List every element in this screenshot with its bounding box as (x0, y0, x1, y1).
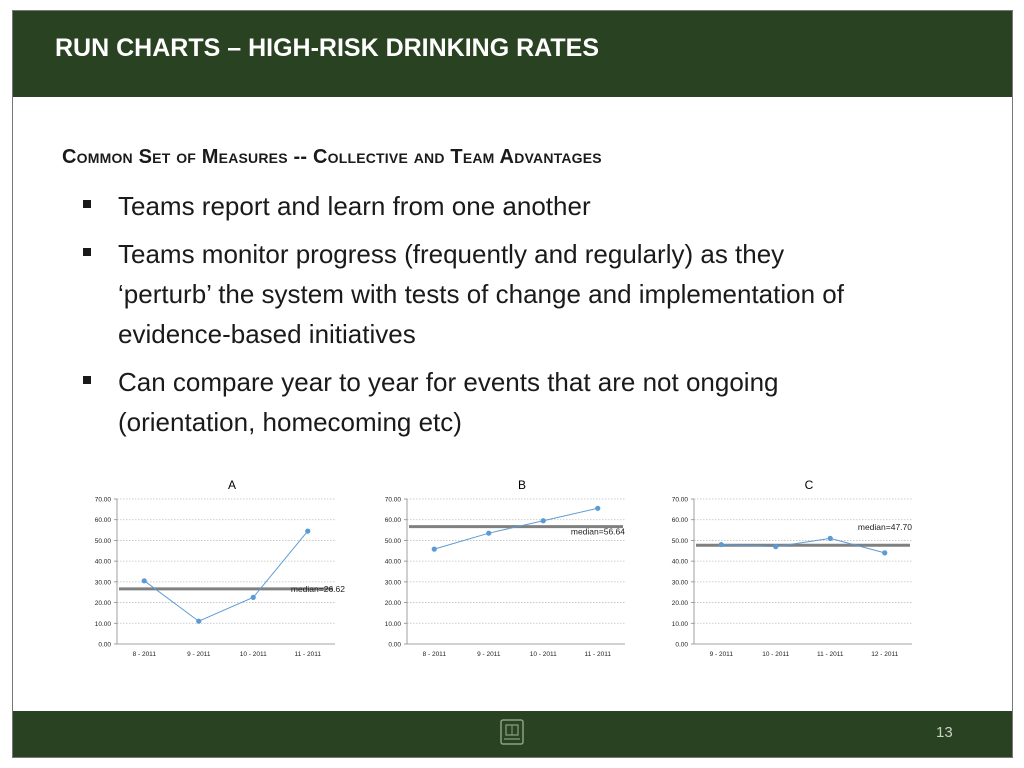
data-point (250, 594, 256, 600)
x-tick-label: 10 - 2011 (240, 651, 267, 658)
data-point (540, 518, 546, 524)
slide-subtitle: Common Set of Measures -- Collective and… (62, 146, 602, 168)
y-tick-label: 70.00 (385, 497, 402, 504)
x-tick-label: 10 - 2011 (530, 651, 557, 658)
data-point (305, 528, 311, 534)
y-tick-label: 40.00 (95, 559, 112, 566)
data-point (431, 546, 437, 552)
y-tick-label: 30.00 (95, 579, 112, 586)
y-tick-label: 20.00 (672, 600, 689, 607)
series-line (434, 507, 598, 550)
median-label: median=47.70 (858, 522, 912, 532)
y-tick-label: 0.00 (98, 642, 111, 649)
data-point (882, 550, 888, 556)
data-point (718, 541, 724, 548)
bullet-list: Teams report and learn from one another … (80, 186, 880, 450)
page-number: 13 (936, 724, 953, 741)
data-point (773, 544, 779, 550)
series-line (721, 537, 885, 554)
x-tick-label: 9 - 2011 (187, 651, 211, 658)
title-bar (13, 11, 1012, 97)
median-label: median=56.64 (571, 527, 625, 537)
run-chart-c: C 0.00 10.00 20.00 30.00 40.00 50.00 60.00 70.00… (652, 474, 952, 664)
chart-svg: A 0.00 10.00 20.00 30.00 40.00 50.00 60.00 70.00… (95, 478, 346, 658)
y-tick-label: 40.00 (672, 559, 689, 566)
x-tick-label: 12 - 2011 (871, 651, 898, 658)
x-tick-label: 9 - 2011 (710, 651, 734, 658)
y-tick-label: 60.00 (672, 517, 689, 524)
run-chart-b: B 0.00 10.00 20.00 30.00 40.00 50.00 60.00 70.00… (365, 474, 665, 664)
y-tick-label: 70.00 (95, 497, 112, 504)
chart-svg: C 0.00 10.00 20.00 30.00 40.00 50.00 60.00 70.00… (672, 478, 913, 658)
y-tick-label: 50.00 (95, 538, 112, 545)
slide-frame (12, 10, 1013, 758)
y-tick-label: 20.00 (385, 600, 402, 607)
y-tick-label: 30.00 (672, 579, 689, 586)
data-point (827, 535, 833, 541)
bullet-item: Teams monitor progress (frequently and r… (80, 234, 880, 354)
y-tick-label: 0.00 (388, 642, 401, 649)
x-tick-label: 11 - 2011 (817, 651, 844, 658)
median-label: median=26.62 (291, 584, 345, 594)
y-tick-label: 10.00 (385, 621, 402, 628)
y-tick-label: 60.00 (385, 517, 402, 524)
data-point (486, 530, 492, 536)
slide-title: RUN CHARTS – HIGH-RISK DRINKING RATES (55, 34, 599, 62)
chart-title: C (805, 478, 814, 492)
x-tick-label: 11 - 2011 (584, 651, 611, 658)
chart-title: B (518, 478, 526, 492)
y-tick-label: 0.00 (675, 642, 688, 649)
x-tick-label: 10 - 2011 (762, 651, 789, 658)
x-tick-label: 8 - 2011 (133, 651, 157, 658)
y-tick-label: 20.00 (95, 600, 112, 607)
data-point (141, 578, 147, 584)
y-tick-label: 40.00 (385, 559, 402, 566)
y-tick-label: 70.00 (672, 497, 689, 504)
y-tick-label: 60.00 (95, 517, 112, 524)
data-point (196, 618, 202, 624)
y-tick-label: 10.00 (95, 621, 112, 628)
series-line (143, 530, 309, 622)
y-tick-label: 10.00 (672, 621, 689, 628)
y-tick-label: 50.00 (672, 538, 689, 545)
x-tick-label: 11 - 2011 (294, 651, 321, 658)
university-seal-icon (495, 716, 529, 748)
data-point (595, 505, 601, 511)
bullet-item: Can compare year to year for events that… (80, 362, 880, 442)
bullet-item: Teams report and learn from one another (80, 186, 880, 226)
chart-title: A (228, 478, 236, 492)
run-chart-a: A 0.00 10.00 20.00 30.00 40.00 50.00 60.00 70.00… (75, 474, 375, 664)
y-tick-label: 30.00 (385, 579, 402, 586)
y-tick-label: 50.00 (385, 538, 402, 545)
x-tick-label: 9 - 2011 (477, 651, 501, 658)
chart-svg: B 0.00 10.00 20.00 30.00 40.00 50.00 60.00 70.00… (385, 478, 626, 658)
x-tick-label: 8 - 2011 (423, 651, 447, 658)
